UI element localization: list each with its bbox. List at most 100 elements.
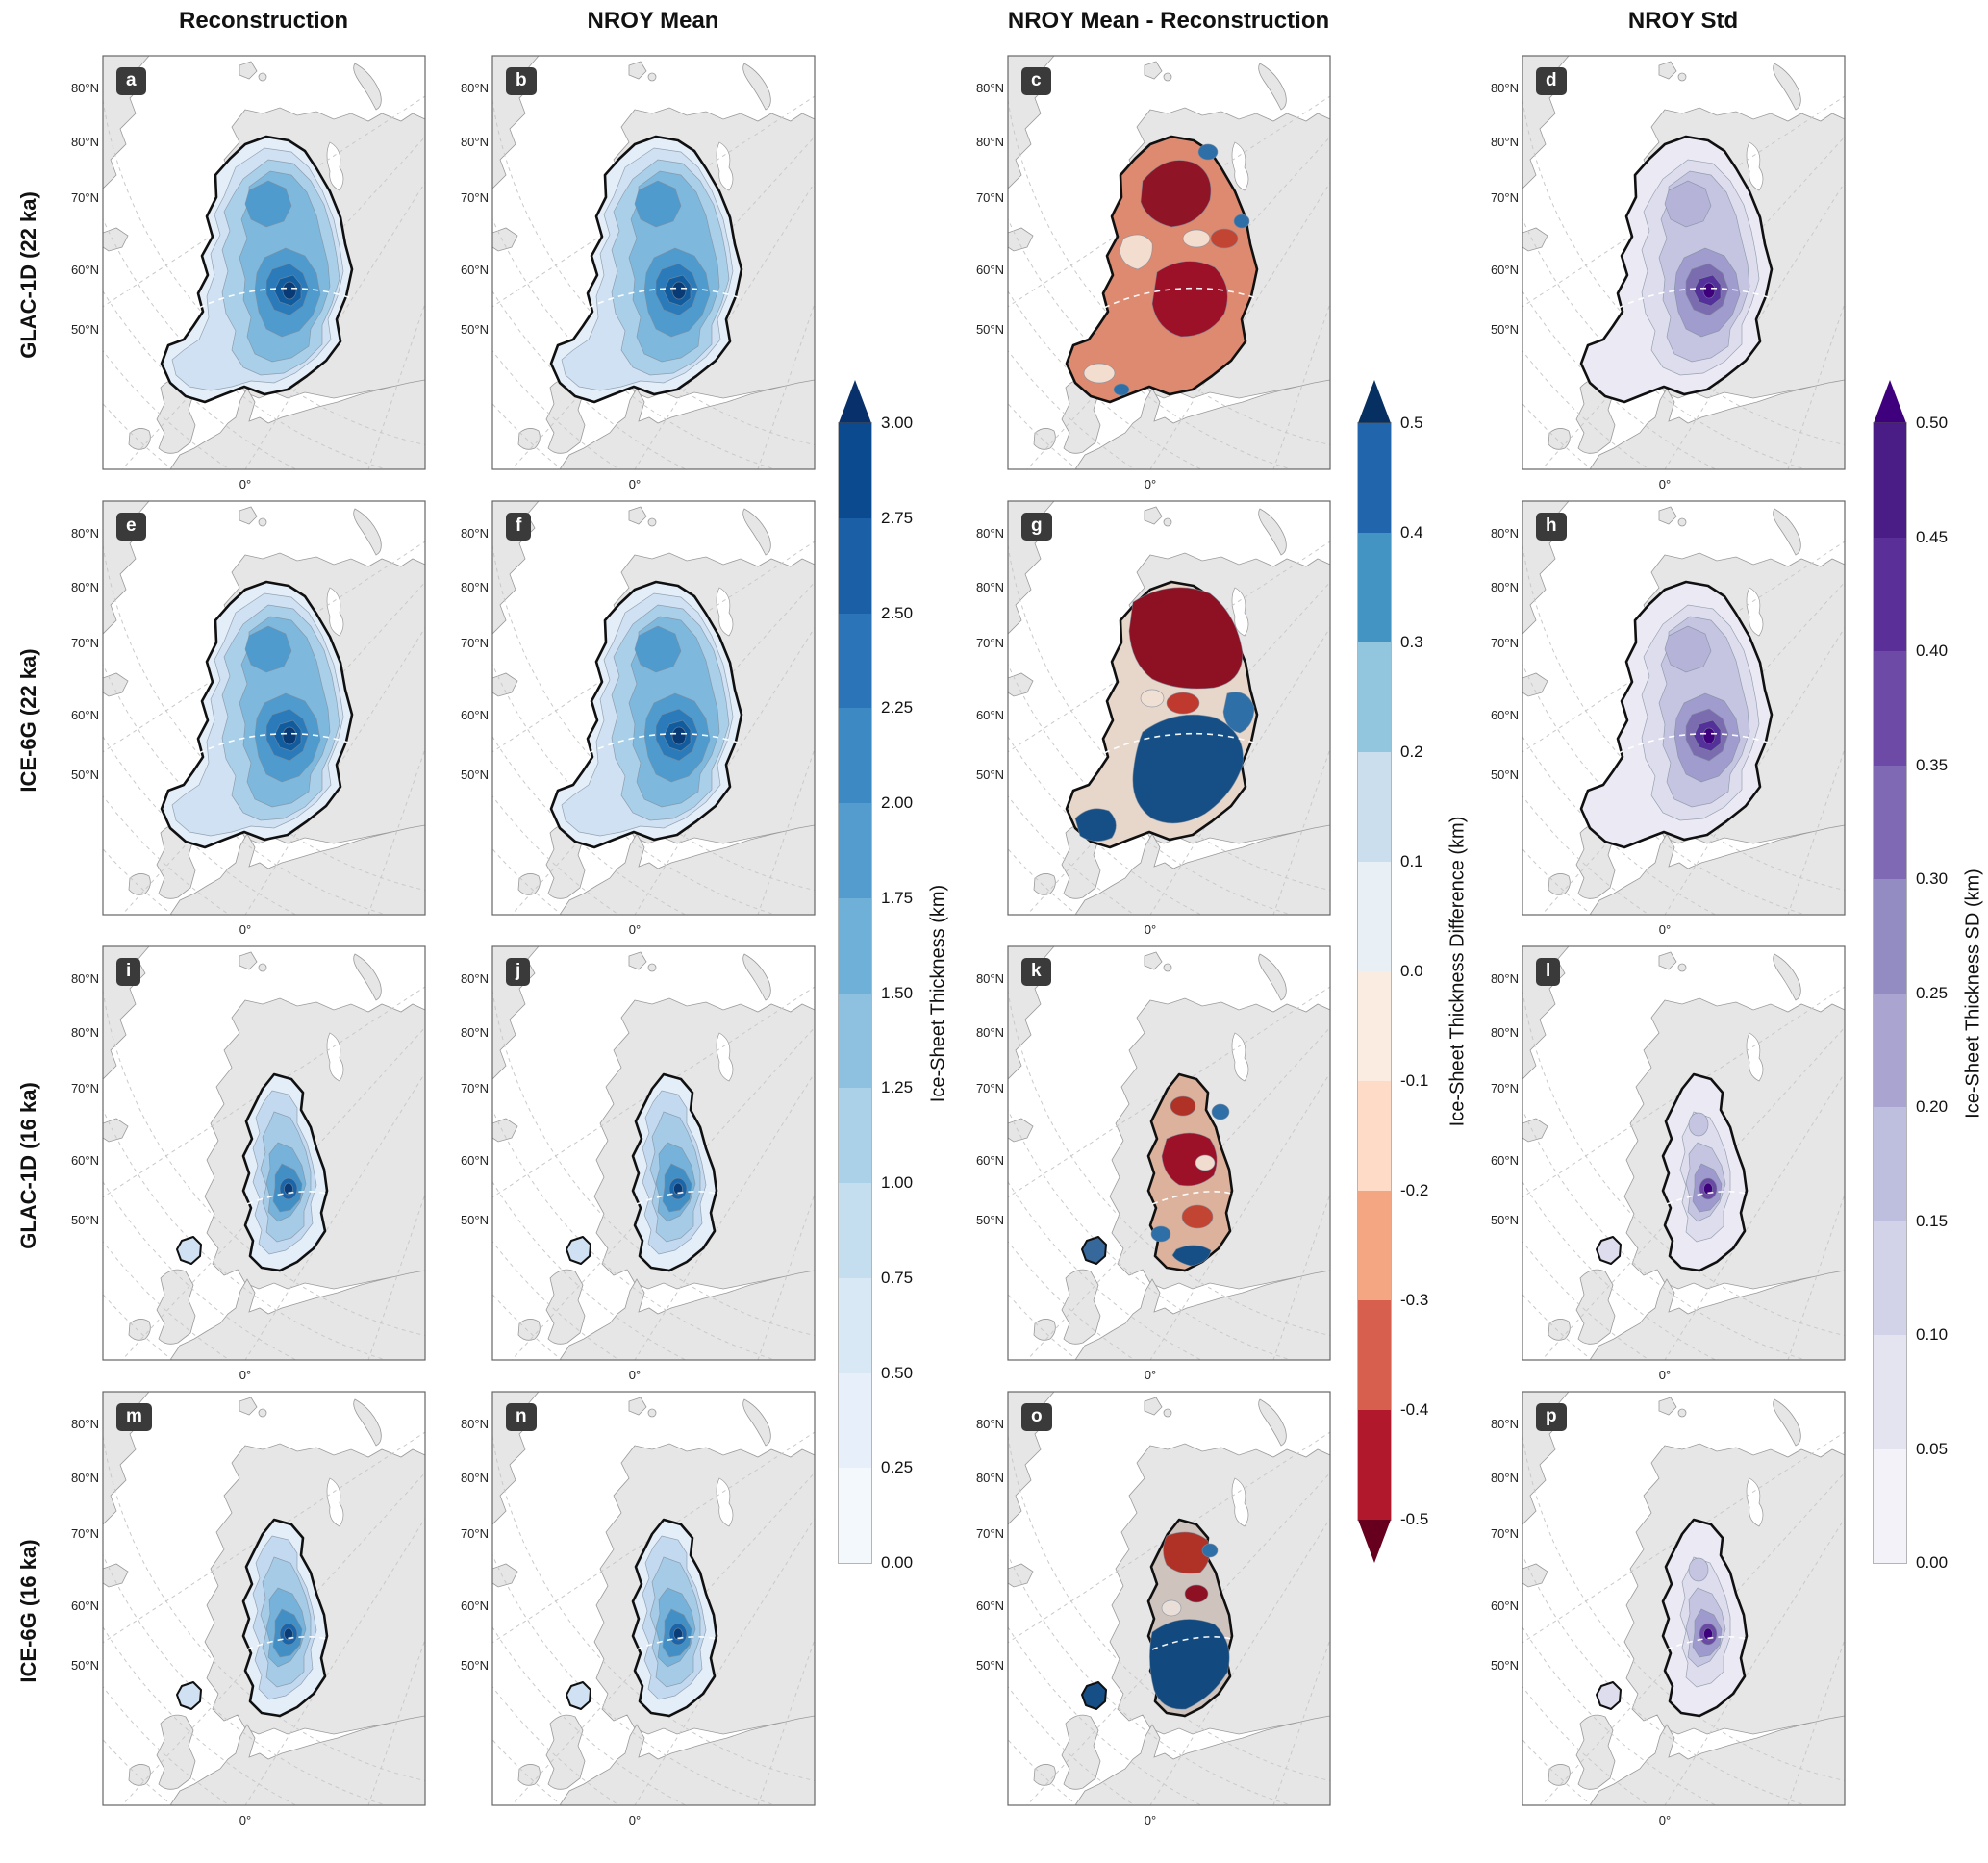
panel-d: d [1486,54,1847,494]
colorbar-tick-label: 0.30 [1916,869,1949,888]
panel-label-badge: c [1021,67,1051,95]
colorbar-tick-label: 3.00 [881,414,914,432]
panel-letter: j [516,961,521,981]
map-canvas [66,54,427,494]
panel-k: k [971,944,1332,1385]
colorbar-tick-label: 0.00 [881,1553,914,1572]
colorbar-tick-label: -0.3 [1400,1291,1429,1309]
map-canvas [456,1390,817,1830]
colorbar-tick-label: -0.1 [1400,1071,1429,1090]
panel-m: m [66,1390,427,1830]
panel-label-badge: j [506,958,531,986]
map-canvas [1486,1390,1847,1830]
panel-letter: l [1546,961,1551,981]
panel-label-badge: m [116,1403,152,1431]
panel-h: h [1486,499,1847,940]
colorbar-tick-label: 0.5 [1400,414,1423,432]
column-header-nroy-mean: NROY Mean [587,8,719,34]
column-header-reconstruction: Reconstruction [178,8,349,34]
colorbar-tick-label: -0.4 [1400,1400,1429,1419]
panel-label-badge: g [1021,513,1052,541]
column-header-nroy-std: NROY Std [1627,8,1739,34]
panel-label-badge: h [1536,513,1567,541]
panel-p: p [1486,1390,1847,1830]
colorbar-tick-label: 0.75 [881,1268,914,1287]
colorbar-tick-label: 0.40 [1916,642,1949,660]
colorbar-ice-thickness-difference: 0.5 0.4 0.3 0.2 0.1 0.0 -0.1 -0.2 -0.3 -0.4 -0.5 Ic… [1358,380,1502,1621]
panel-e: e [66,499,427,940]
colorbar-tick-label: 0.05 [1916,1439,1949,1458]
row-label-ice6g-22ka: ICE-6G (22 ka) [16,648,40,793]
colorbar-tick-label: 2.75 [881,508,914,527]
colorbar-over-arrow [839,380,871,423]
panel-label-badge: e [116,513,146,541]
panel-b: b [456,54,817,494]
panel-letter: e [126,516,137,536]
panel-g: g [971,499,1332,940]
colorbar-tick-label: 1.50 [881,983,914,1002]
map-canvas [971,1390,1332,1830]
colorbar-tick-label: 0.10 [1916,1325,1949,1344]
panel-letter: g [1031,516,1043,536]
colorbar-over-arrow [1358,380,1391,423]
panel-l: l [1486,944,1847,1385]
map-canvas [66,944,427,1385]
colorbar-tick-label: 2.25 [881,698,914,718]
map-canvas [456,54,817,494]
panel-c: c [971,54,1332,494]
panel-label-badge: i [116,958,141,986]
colorbar-tick-label: 0.50 [1916,414,1949,432]
colorbar-over-arrow [1874,380,1906,423]
panel-letter: f [516,516,522,536]
colorbar-tick-label: 2.00 [881,793,914,812]
colorbar-tick-label: 0.45 [1916,527,1949,546]
column-header-nroy-mean-minus-reconstruction: NROY Mean - Reconstruction [1007,8,1330,34]
row-label-ice6g-16ka: ICE-6G (16 ka) [16,1539,40,1683]
colorbar-segments [1874,423,1906,1563]
colorbar-segments [839,423,871,1563]
colorbar-under-arrow [1358,1520,1391,1563]
colorbar-axis-label: Ice-Sheet Thickness SD (km) [1962,868,1984,1119]
map-canvas [456,499,817,940]
colorbar-tick-label: 0.1 [1400,852,1423,870]
colorbar-tick-label: -0.2 [1400,1181,1429,1199]
panel-letter: b [516,70,527,90]
colorbar-tick-label: 0.25 [1916,983,1949,1002]
panel-letter: m [126,1406,142,1426]
panel-label-badge: p [1536,1403,1567,1431]
map-canvas [66,499,427,940]
panel-label-badge: d [1536,67,1567,95]
panel-letter: o [1031,1406,1043,1426]
panel-letter: k [1031,961,1042,981]
panel-letter: i [126,961,132,981]
map-canvas [971,944,1332,1385]
colorbar-tick-label: 0.3 [1400,633,1423,651]
row-label-glac1d-22ka: GLAC-1D (22 ka) [16,191,40,359]
map-canvas [1486,499,1847,940]
panel-label-badge: o [1021,1403,1052,1431]
panel-f: f [456,499,817,940]
colorbar-tick-label: 0.00 [1916,1553,1949,1572]
map-canvas [971,499,1332,940]
colorbar-tick-label: 0.2 [1400,743,1423,761]
colorbar-tick-label: 2.50 [881,603,914,622]
panel-a: a [66,54,427,494]
map-canvas [1486,944,1847,1385]
panel-o: o [971,1390,1332,1830]
row-label-glac1d-16ka: GLAC-1D (16 ka) [16,1082,40,1249]
panel-letter: a [126,70,137,90]
colorbar-tick-label: 1.25 [881,1078,914,1097]
panel-letter: h [1546,516,1557,536]
colorbar-tick-label: -0.5 [1400,1510,1429,1528]
panel-i: i [66,944,427,1385]
colorbar-segments [1358,423,1391,1520]
colorbar-axis-label: Ice-Sheet Thickness Difference (km) [1447,816,1469,1127]
map-canvas [456,944,817,1385]
colorbar-ice-thickness: 3.00 2.75 2.50 2.25 2.00 1.75 1.50 1.25 1.00 0.75… [839,380,983,1621]
colorbar-tick-label: 0.4 [1400,523,1423,541]
panel-letter: c [1031,70,1042,90]
map-canvas [1486,54,1847,494]
panel-letter: p [1546,1406,1557,1426]
colorbar-tick-label: 1.75 [881,888,914,907]
